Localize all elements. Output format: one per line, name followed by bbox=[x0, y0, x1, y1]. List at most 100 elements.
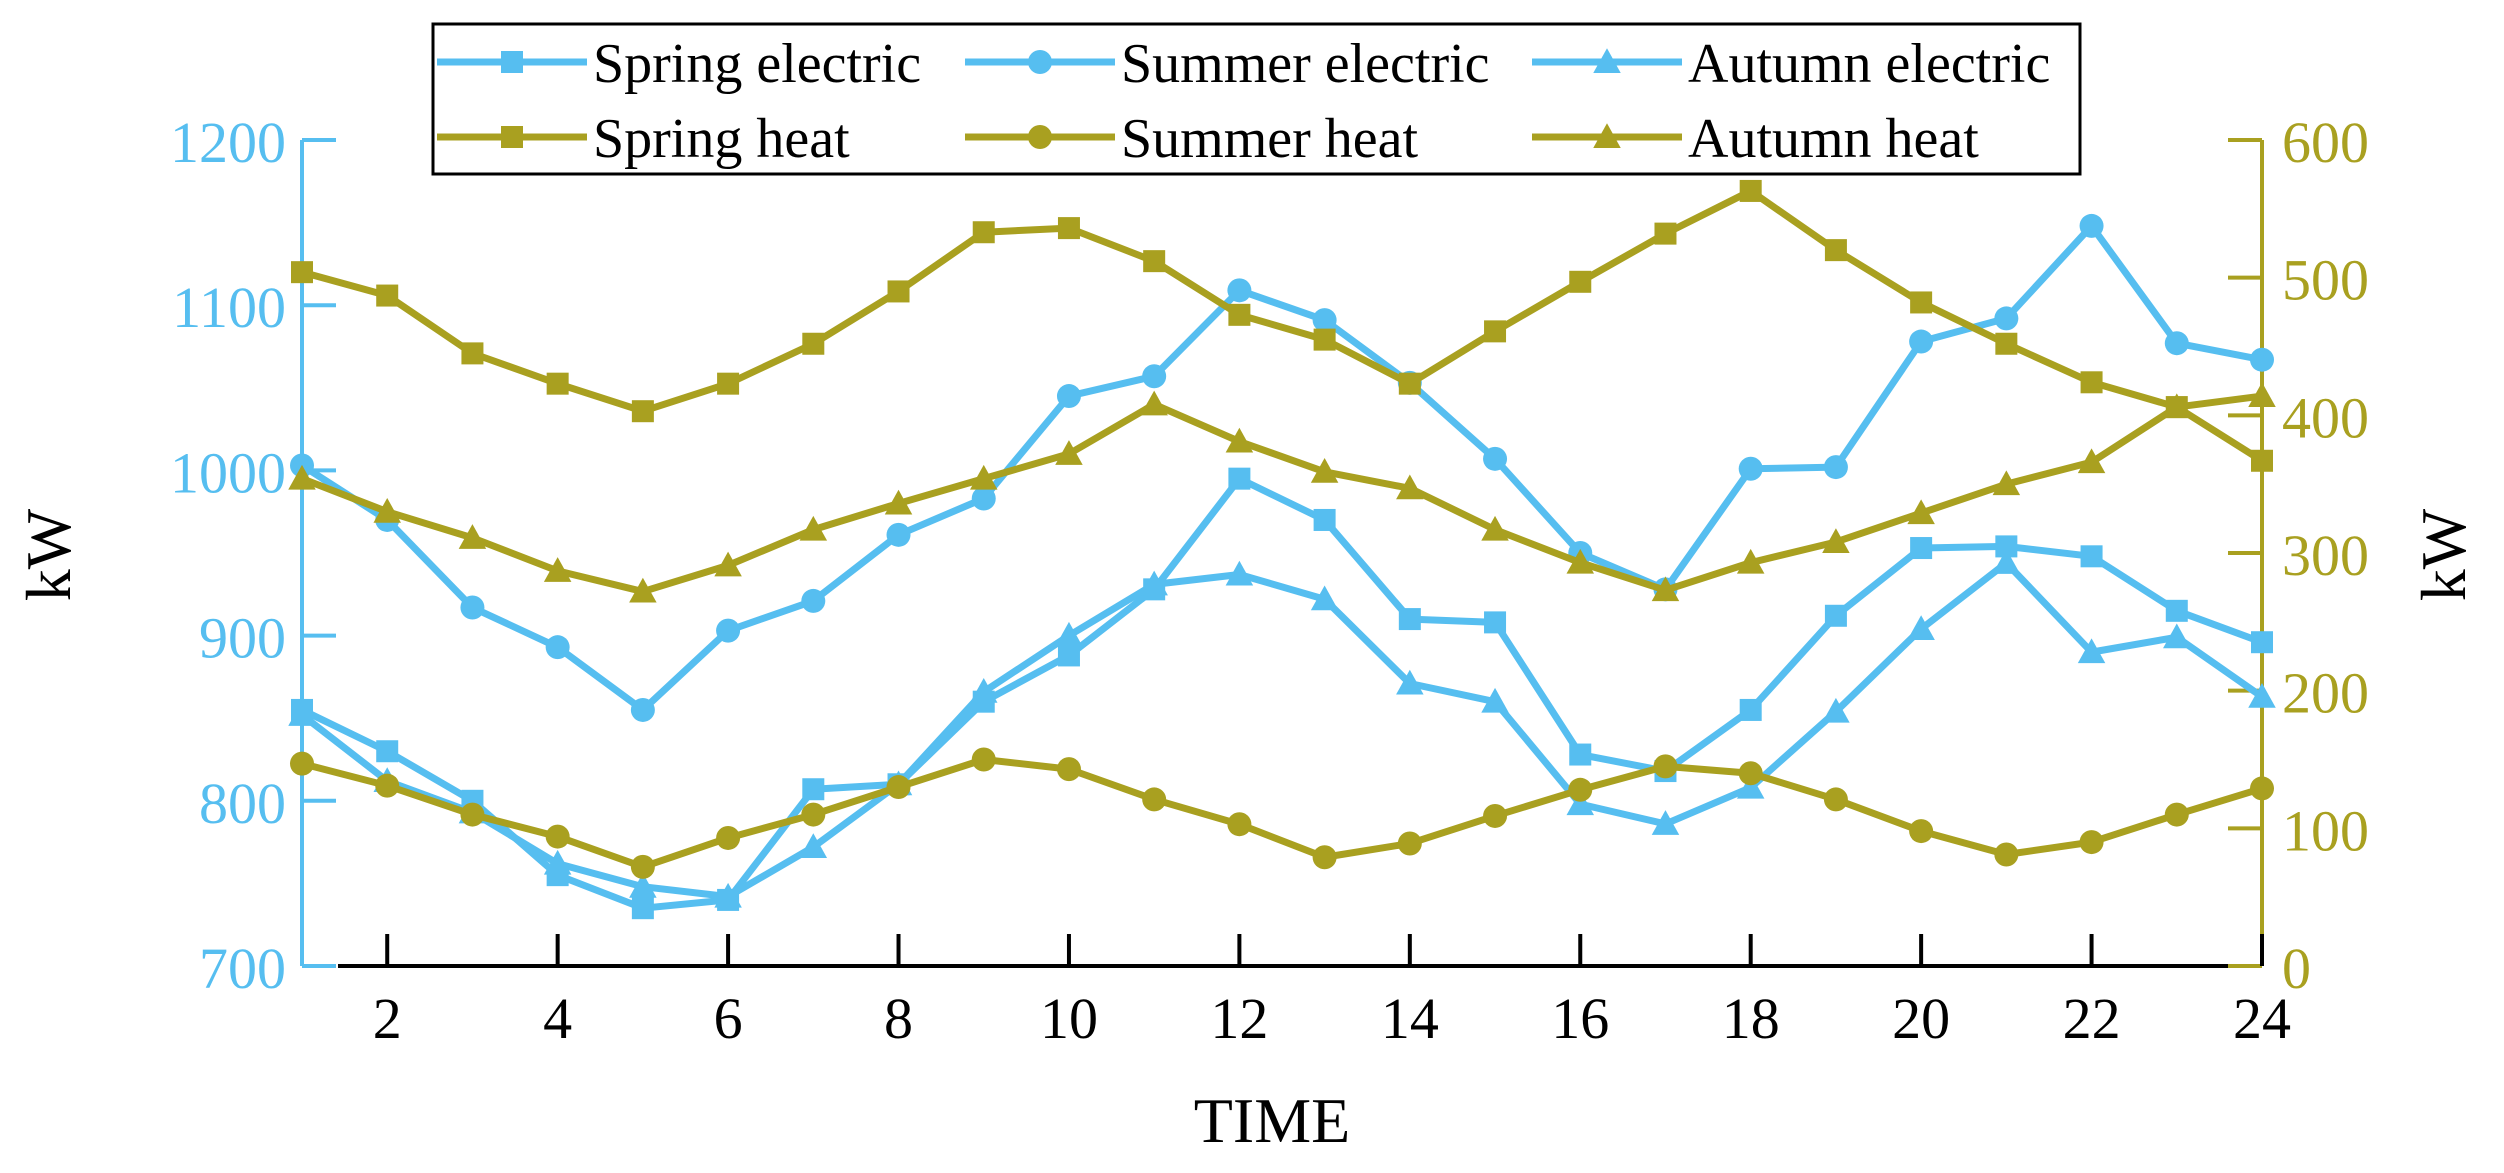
data-point-summer-heat bbox=[716, 825, 741, 850]
data-point-spring-heat bbox=[631, 400, 654, 423]
data-point-autumn-heat bbox=[884, 489, 913, 515]
legend-marker-spring-heat bbox=[501, 126, 523, 148]
data-point-autumn-heat bbox=[373, 497, 401, 523]
legend-label-spring-electric: Spring electric bbox=[593, 33, 921, 95]
data-point-spring-electric bbox=[1484, 611, 1507, 634]
data-point-spring-heat bbox=[546, 372, 569, 395]
right-y-tick-label: 600 bbox=[2282, 110, 2369, 175]
data-point-autumn-heat bbox=[1225, 427, 1254, 453]
data-point-spring-heat bbox=[717, 372, 740, 395]
data-point-summer-heat bbox=[545, 824, 570, 849]
legend-item-autumn-heat: Autumn heat bbox=[1532, 108, 1979, 170]
legend-item-summer-electric: Summer electric bbox=[965, 33, 1490, 95]
series-line-summer-heat bbox=[301, 756, 2264, 871]
axis-labels: TIME kW kW bbox=[13, 508, 2479, 1156]
data-point-summer-heat bbox=[1227, 812, 1252, 837]
data-point-summer-heat bbox=[290, 751, 314, 776]
data-point-summer-heat bbox=[971, 747, 996, 772]
data-point-autumn-electric bbox=[1736, 773, 1765, 799]
data-point-summer-heat bbox=[801, 802, 826, 827]
data-point-spring-heat bbox=[1143, 250, 1166, 273]
data-point-autumn-heat bbox=[2248, 382, 2276, 408]
data-point-summer-electric bbox=[1142, 364, 1167, 389]
series-summer-heat bbox=[290, 747, 2274, 879]
data-point-summer-electric bbox=[801, 588, 826, 613]
data-point-spring-electric bbox=[2080, 545, 2103, 568]
x-tick-label: 14 bbox=[1381, 986, 1439, 1051]
data-point-spring-electric bbox=[631, 897, 654, 920]
data-point-spring-electric bbox=[376, 740, 399, 763]
data-point-autumn-heat bbox=[799, 515, 828, 541]
data-point-spring-heat bbox=[1739, 179, 1762, 202]
x-tick-label: 10 bbox=[1040, 986, 1098, 1051]
x-tick-label: 24 bbox=[2233, 986, 2291, 1051]
data-point-autumn-heat bbox=[969, 464, 998, 490]
series-spring-electric bbox=[291, 467, 2273, 920]
data-point-autumn-heat bbox=[1310, 458, 1339, 483]
data-point-summer-electric bbox=[1738, 456, 1763, 481]
data-point-summer-heat bbox=[1397, 831, 1422, 856]
legend-item-autumn-electric: Autumn electric bbox=[1532, 33, 2050, 95]
legend-item-spring-electric: Spring electric bbox=[437, 33, 921, 95]
x-tick-label: 8 bbox=[884, 986, 913, 1051]
data-point-spring-heat bbox=[1484, 320, 1507, 343]
right-y-tick-label: 500 bbox=[2282, 248, 2369, 313]
legend-box bbox=[431, 22, 2082, 176]
data-point-spring-heat bbox=[1313, 328, 1336, 351]
data-point-summer-electric bbox=[1483, 446, 1508, 471]
data-point-autumn-heat bbox=[1140, 390, 1168, 416]
legend-label-autumn-heat: Autumn heat bbox=[1688, 108, 1979, 170]
data-point-autumn-heat bbox=[1822, 528, 1850, 553]
data-point-spring-heat bbox=[802, 332, 825, 355]
data-point-summer-electric bbox=[1312, 308, 1337, 333]
right-y-axis-title: kW bbox=[2408, 508, 2479, 601]
data-point-autumn-heat bbox=[2077, 448, 2106, 474]
data-point-autumn-electric bbox=[288, 701, 316, 726]
right-y-tick-label: 300 bbox=[2282, 523, 2369, 588]
data-point-spring-electric bbox=[1569, 743, 1592, 766]
data-point-spring-heat bbox=[376, 284, 399, 307]
data-point-summer-heat bbox=[1312, 845, 1337, 870]
data-point-autumn-electric bbox=[1651, 810, 1680, 835]
data-point-spring-heat bbox=[1654, 222, 1677, 245]
data-point-spring-heat bbox=[291, 261, 313, 284]
data-point-autumn-heat bbox=[629, 577, 657, 603]
data-point-autumn-electric bbox=[2163, 623, 2191, 649]
right-y-tick-label: 0 bbox=[2282, 936, 2311, 1001]
data-point-spring-electric bbox=[1910, 537, 1933, 560]
series-layer bbox=[288, 179, 2276, 920]
x-tick-label: 22 bbox=[2063, 986, 2121, 1051]
data-point-spring-electric bbox=[1398, 608, 1421, 631]
left-y-tick-label: 1100 bbox=[172, 275, 286, 340]
left-y-tick-label: 700 bbox=[199, 936, 286, 1001]
data-point-summer-electric bbox=[1909, 329, 1934, 354]
legend: Spring electric Summer electric Autumn ele… bbox=[431, 22, 2082, 176]
series-autumn-electric bbox=[288, 549, 2276, 908]
left-y-axis-title: kW bbox=[13, 508, 84, 601]
data-point-summer-electric bbox=[1056, 384, 1081, 409]
data-point-spring-heat bbox=[887, 280, 910, 303]
data-point-spring-electric bbox=[802, 778, 825, 801]
legend-label-summer-heat: Summer heat bbox=[1121, 108, 1418, 170]
data-point-summer-electric bbox=[630, 697, 655, 722]
x-tick-label: 18 bbox=[1722, 986, 1780, 1051]
legend-label-spring-heat: Spring heat bbox=[593, 108, 850, 170]
data-point-autumn-heat bbox=[1907, 499, 1935, 525]
legend-item-spring-heat: Spring heat bbox=[437, 108, 850, 170]
legend-marker-autumn-heat bbox=[1593, 123, 1621, 148]
data-point-spring-heat bbox=[1569, 270, 1592, 293]
data-point-summer-electric bbox=[2250, 347, 2274, 372]
data-point-spring-electric bbox=[2251, 631, 2273, 654]
data-point-autumn-electric bbox=[1481, 687, 1509, 713]
data-point-autumn-electric bbox=[1396, 669, 1424, 695]
data-point-summer-heat bbox=[1483, 803, 1508, 828]
data-point-summer-heat bbox=[460, 802, 485, 827]
data-point-summer-electric bbox=[971, 486, 996, 511]
data-point-summer-heat bbox=[1994, 842, 2019, 867]
data-point-autumn-electric bbox=[1566, 790, 1595, 816]
data-point-spring-heat bbox=[1824, 239, 1847, 262]
data-point-autumn-electric bbox=[969, 678, 998, 703]
data-point-spring-heat bbox=[2251, 449, 2273, 472]
data-point-summer-electric bbox=[2079, 213, 2104, 238]
